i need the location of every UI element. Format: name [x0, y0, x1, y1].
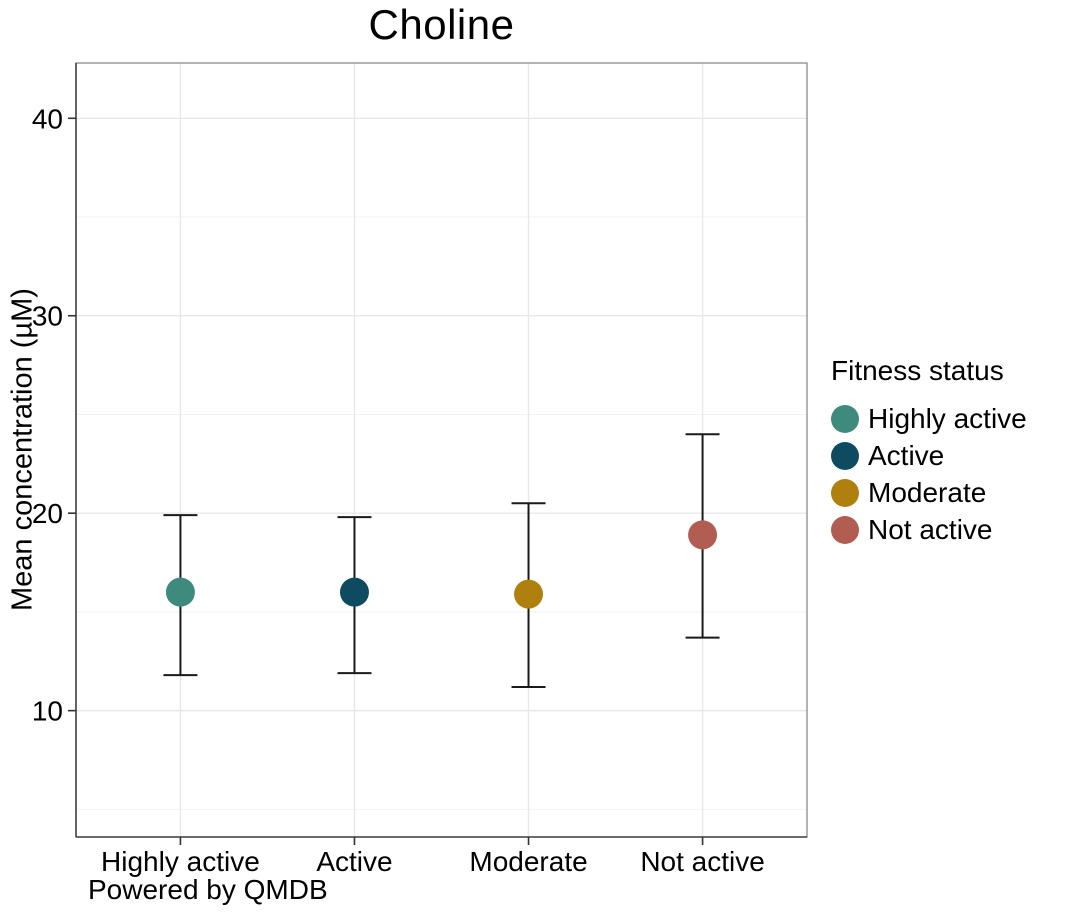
- x-tick-label: Highly active: [101, 846, 260, 877]
- plot-title: Choline: [368, 1, 515, 48]
- legend-item: Highly active: [831, 400, 1076, 437]
- legend-item-label: Highly active: [868, 402, 1027, 434]
- mean-point: [339, 577, 369, 607]
- x-tick-label: Active: [316, 846, 392, 877]
- legend-title: Fitness status: [831, 355, 1004, 386]
- legend-swatch-icon: [831, 404, 859, 433]
- legend-items: Highly active Active Moderate Not active: [831, 400, 1076, 548]
- y-tick-label: 20: [32, 498, 63, 529]
- x-tick-label: Not active: [640, 846, 765, 877]
- legend-swatch-icon: [831, 441, 859, 470]
- legend-item: Active: [831, 437, 1076, 474]
- legend-swatch-icon: [831, 515, 859, 544]
- x-tick-label: Moderate: [469, 846, 587, 877]
- legend-swatch-icon: [831, 478, 859, 507]
- legend: Fitness status Highly active Active Modera…: [831, 355, 1076, 548]
- legend-item-label: Moderate: [868, 476, 987, 508]
- mean-point: [165, 577, 195, 607]
- mean-point: [688, 520, 718, 550]
- legend-item-label: Not active: [868, 513, 993, 545]
- y-tick-label: 30: [32, 301, 63, 332]
- y-axis-title: Mean concentration (µM): [6, 288, 39, 612]
- legend-item-label: Active: [868, 439, 945, 471]
- legend-item: Not active: [831, 511, 1076, 548]
- mean-point: [514, 579, 544, 609]
- legend-item: Moderate: [831, 474, 1076, 511]
- panel-border: [75, 62, 808, 838]
- plot-caption: Powered by QMDB: [88, 874, 328, 905]
- y-tick-label: 10: [32, 696, 63, 727]
- y-tick-label: 40: [32, 103, 63, 134]
